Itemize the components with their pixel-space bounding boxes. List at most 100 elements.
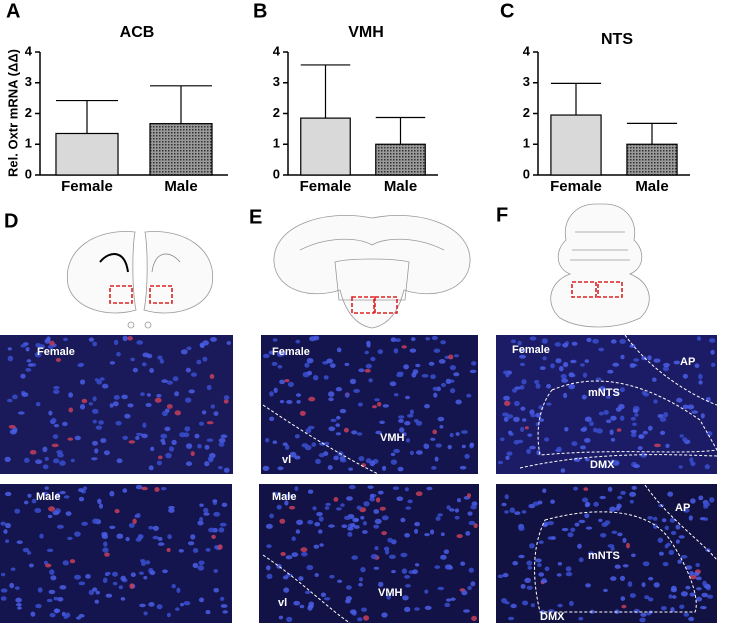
- nucleus: [329, 363, 336, 368]
- nucleus: [127, 403, 134, 408]
- y-tick-label: 3: [25, 74, 32, 89]
- y-tick-label: 2: [523, 105, 530, 120]
- nucleus: [619, 387, 625, 393]
- nucleus: [78, 613, 85, 618]
- nucleus: [660, 606, 667, 611]
- nucleus: [393, 393, 399, 397]
- nucleus: [37, 587, 43, 593]
- nucleus: [500, 437, 505, 442]
- nucleus: [266, 565, 271, 571]
- nucleus: [339, 408, 347, 414]
- nucleus: [390, 539, 397, 545]
- nucleus: [68, 407, 74, 413]
- nucleus: [197, 443, 202, 449]
- nucleus: [573, 486, 578, 491]
- nuclei: [0, 335, 716, 623]
- nucleus: [642, 561, 650, 567]
- nucleus: [421, 374, 429, 378]
- nucleus: [617, 495, 623, 500]
- nucleus: [559, 366, 564, 372]
- nucleus: [130, 572, 136, 577]
- nucleus: [202, 356, 208, 362]
- nucleus: [680, 591, 688, 597]
- nucleus: [682, 437, 688, 442]
- nucleus: [135, 513, 141, 518]
- nucleus: [328, 426, 336, 432]
- nucleus: [210, 337, 217, 342]
- nucleus: [374, 518, 382, 525]
- nucleus: [295, 529, 301, 534]
- nucleus: [353, 525, 360, 529]
- nucleus: [358, 582, 363, 587]
- nucleus: [67, 437, 74, 441]
- nucleus: [706, 431, 713, 437]
- nucleus: [8, 425, 16, 429]
- nucleus: [620, 490, 626, 495]
- nucleus: [390, 452, 396, 456]
- nucleus: [198, 597, 205, 603]
- nucleus: [301, 551, 308, 557]
- nucleus: [517, 340, 522, 346]
- image-label: AP: [680, 356, 695, 368]
- nucleus: [146, 393, 151, 397]
- nucleus: [435, 516, 441, 521]
- nucleus: [198, 560, 205, 566]
- nucleus: [630, 429, 637, 434]
- nucleus: [70, 458, 75, 463]
- nucleus: [136, 340, 143, 345]
- nucleus: [450, 388, 456, 394]
- nucleus: [175, 607, 180, 611]
- nucleus: [262, 465, 270, 471]
- nucleus: [141, 560, 146, 566]
- nucleus: [412, 569, 418, 575]
- nucleus: [466, 493, 472, 498]
- nucleus: [367, 485, 374, 489]
- image-label: Female: [272, 346, 310, 358]
- nucleus: [622, 537, 627, 544]
- nucleus: [578, 519, 586, 524]
- nucleus: [0, 521, 6, 526]
- nucleus: [685, 565, 693, 570]
- nucleus: [222, 610, 228, 614]
- nucleus: [105, 593, 113, 598]
- nucleus: [444, 565, 450, 570]
- nucleus: [405, 438, 411, 443]
- nucleus: [102, 383, 109, 389]
- nucleus: [101, 531, 108, 537]
- nucleus: [29, 450, 37, 455]
- nucleus: [405, 584, 411, 588]
- nucleus: [156, 604, 163, 610]
- nucleus: [199, 342, 205, 347]
- nucleus: [535, 383, 541, 389]
- nucleus: [190, 451, 195, 457]
- nucleus: [542, 523, 548, 528]
- nucleus: [148, 525, 154, 530]
- nucleus: [316, 511, 323, 517]
- nucleus: [143, 576, 148, 580]
- nucleus: [454, 515, 460, 520]
- nucleus: [24, 457, 30, 463]
- nucleus: [521, 348, 526, 353]
- nucleus: [685, 585, 691, 590]
- nucleus: [441, 382, 446, 388]
- nucleus: [3, 529, 8, 534]
- nucleus: [542, 356, 547, 361]
- nucleus: [308, 601, 315, 607]
- nucleus: [223, 467, 230, 473]
- nucleus: [700, 605, 707, 610]
- nucleus: [319, 543, 324, 547]
- nucleus: [434, 456, 439, 462]
- nucleus: [365, 363, 372, 369]
- nucleus: [530, 413, 537, 418]
- nucleus: [184, 426, 191, 432]
- panel-label: A: [6, 0, 20, 22]
- nucleus: [25, 368, 32, 372]
- nucleus: [47, 514, 53, 519]
- nucleus: [277, 364, 283, 369]
- nucleus: [664, 544, 669, 549]
- nucleus: [395, 338, 401, 343]
- nucleus: [501, 502, 507, 507]
- nucleus: [610, 339, 617, 344]
- nucleus: [415, 420, 423, 426]
